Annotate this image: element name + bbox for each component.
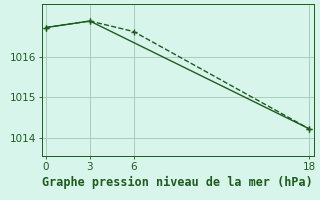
X-axis label: Graphe pression niveau de la mer (hPa): Graphe pression niveau de la mer (hPa)	[42, 176, 313, 189]
